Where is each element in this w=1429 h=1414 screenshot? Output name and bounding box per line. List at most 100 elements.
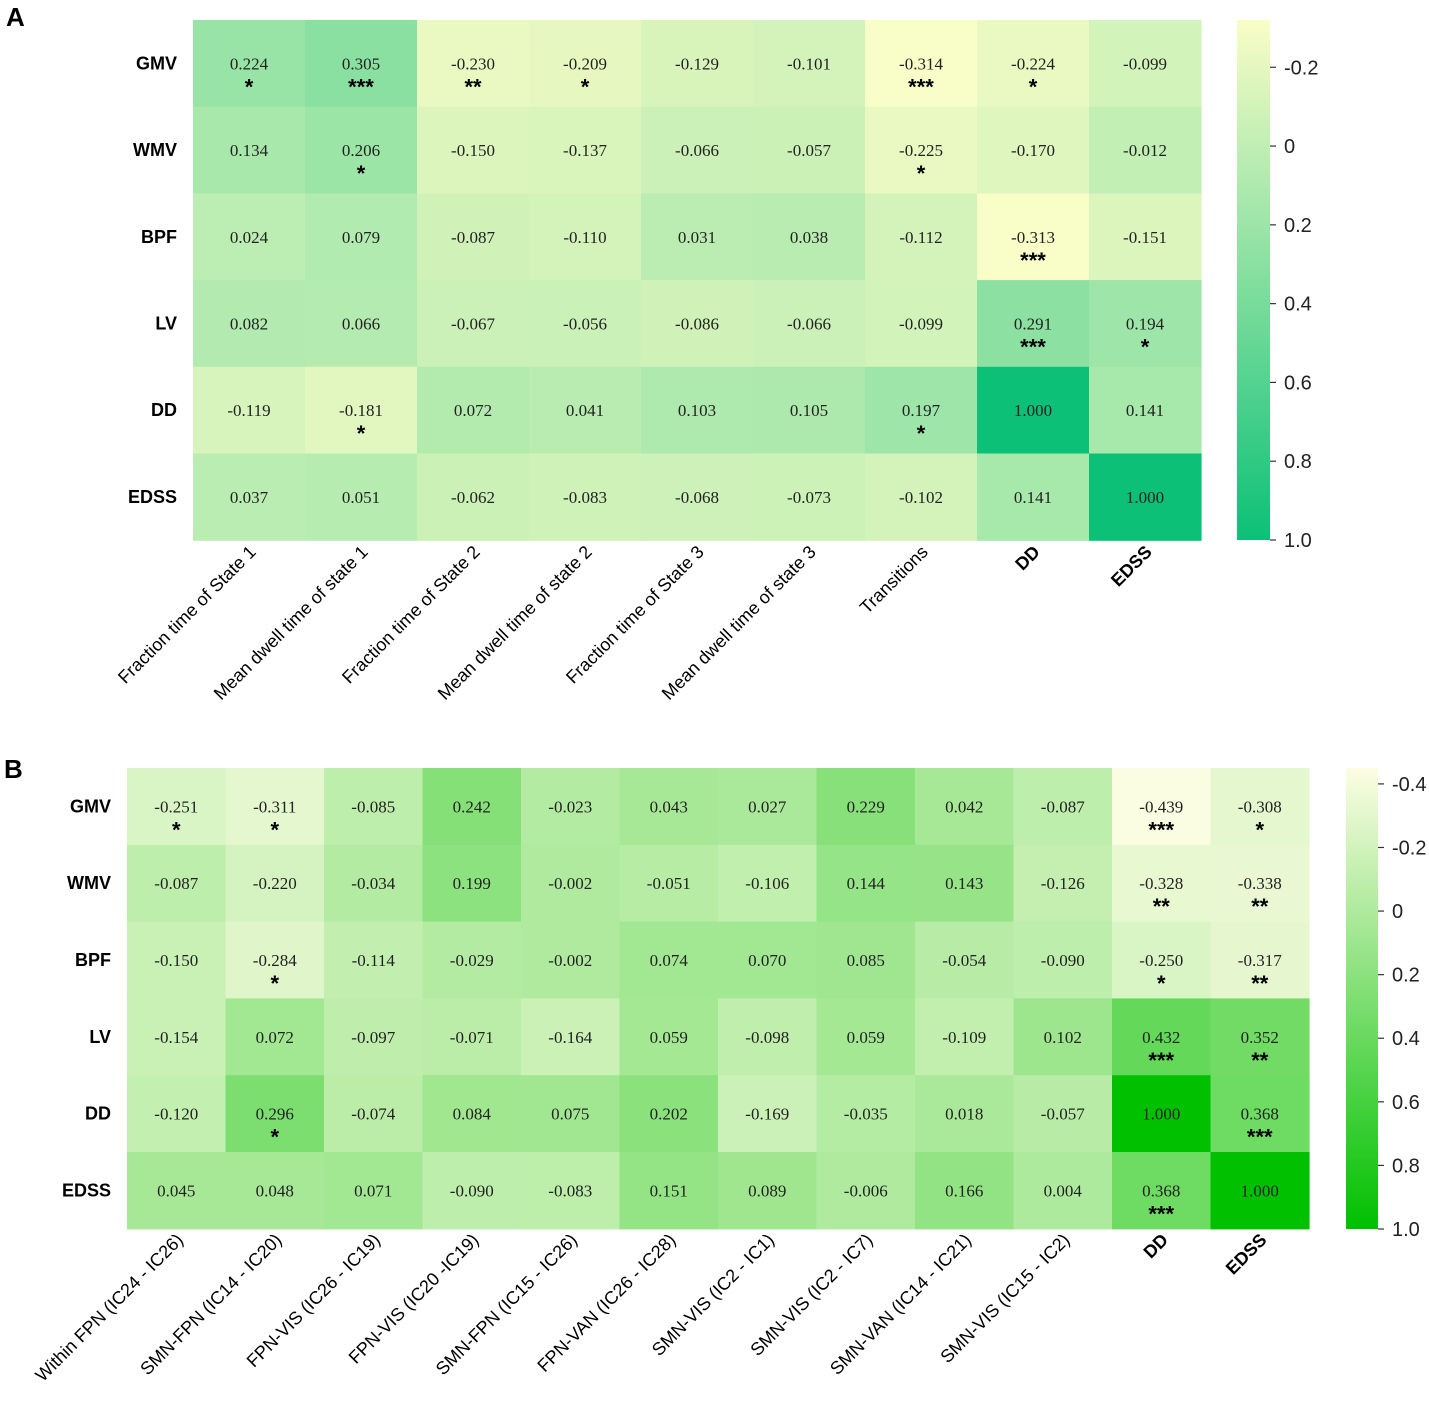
significance-marker: * xyxy=(357,161,366,186)
heatmap-cell xyxy=(324,1075,424,1153)
row-label: LV xyxy=(155,313,177,333)
cell-value-label: 0.031 xyxy=(678,228,716,247)
heatmap-cell xyxy=(127,921,227,999)
significance-marker: * xyxy=(172,817,181,842)
row-label: WMV xyxy=(133,140,177,160)
heatmap-cell xyxy=(417,280,530,368)
heatmap-cell xyxy=(1013,1075,1113,1153)
heatmap-cell xyxy=(127,844,227,923)
cell-value-label: 0.072 xyxy=(454,401,492,420)
row-label: WMV xyxy=(67,873,111,893)
cell-value-label: -0.170 xyxy=(1011,141,1055,160)
heatmap-cell xyxy=(324,1152,424,1230)
heatmap-cell xyxy=(127,1075,227,1153)
heatmap-cell xyxy=(305,193,418,281)
heatmap-cell xyxy=(529,106,642,194)
colorbar-tick-label: 0.8 xyxy=(1392,1155,1420,1177)
heatmap-cell xyxy=(641,280,754,368)
significance-marker: ** xyxy=(1251,971,1269,996)
cell-value-label: -0.151 xyxy=(1123,228,1167,247)
heatmap-cell xyxy=(619,998,719,1076)
cell-value-label: -0.023 xyxy=(548,797,592,816)
colorbar-tick-label: -0.2 xyxy=(1392,837,1426,859)
heatmap-cell xyxy=(619,1075,719,1153)
heatmap-cell xyxy=(816,921,916,999)
heatmap-cell xyxy=(521,844,621,923)
cell-value-label: 0.024 xyxy=(230,228,269,247)
cell-value-label: -0.225 xyxy=(899,141,943,160)
cell-value-label: -0.328 xyxy=(1139,874,1183,893)
heatmap-cell xyxy=(641,106,754,194)
heatmap-cell xyxy=(1210,844,1310,923)
heatmap-cell xyxy=(865,20,978,108)
colorbar-tick-label: 1.0 xyxy=(1284,530,1312,552)
cell-value-label: 0.018 xyxy=(945,1105,983,1124)
cell-value-label: 0.041 xyxy=(566,401,604,420)
cell-value-label: -0.074 xyxy=(351,1105,395,1124)
heatmap-cell xyxy=(422,1075,522,1153)
cell-value-label: 0.085 xyxy=(847,951,885,970)
cell-value-label: -0.090 xyxy=(1041,951,1085,970)
heatmap-cell xyxy=(1089,20,1202,108)
significance-marker: * xyxy=(917,421,926,446)
cell-value-label: -0.119 xyxy=(227,401,270,420)
heatmap-cell xyxy=(225,1152,325,1230)
cell-value-label: -0.035 xyxy=(844,1105,888,1124)
row-label: EDSS xyxy=(62,1180,111,1200)
cell-value-label: -0.181 xyxy=(339,401,383,420)
cell-value-label: -0.087 xyxy=(1041,797,1085,816)
heatmap-cell xyxy=(521,1075,621,1153)
cell-value-label: -0.284 xyxy=(253,951,297,970)
significance-marker: * xyxy=(270,817,279,842)
heatmap-cell xyxy=(1210,1075,1310,1153)
heatmap-cell xyxy=(521,1152,621,1230)
cell-value-label: 0.037 xyxy=(230,488,269,507)
heatmap-cell xyxy=(193,366,306,455)
heatmap-cell xyxy=(417,193,530,281)
colorbar-tick-label: 1.0 xyxy=(1392,1219,1420,1241)
cell-value-label: 0.042 xyxy=(945,797,983,816)
cell-value-label: -0.164 xyxy=(548,1028,592,1047)
heatmap-cell xyxy=(305,106,418,194)
cell-value-label: 0.229 xyxy=(847,797,885,816)
cell-value-label: 0.305 xyxy=(342,54,380,73)
significance-marker: *** xyxy=(1020,248,1046,273)
cell-value-label: -0.311 xyxy=(253,797,296,816)
cell-value-label: -0.054 xyxy=(942,951,986,970)
heatmap-cell xyxy=(753,453,866,541)
heatmap-cell xyxy=(225,768,325,846)
cell-value-label: -0.087 xyxy=(154,874,198,893)
column-label: EDSS xyxy=(1222,1230,1271,1279)
cell-value-label: 0.197 xyxy=(902,401,941,420)
cell-value-label: -0.109 xyxy=(942,1028,986,1047)
colorbar-tick-label: 0.2 xyxy=(1392,965,1420,987)
cell-value-label: 0.194 xyxy=(1126,314,1165,333)
row-label: LV xyxy=(89,1027,111,1047)
colorbar-tick-label: 0.4 xyxy=(1284,294,1312,316)
significance-marker: ** xyxy=(464,74,482,99)
heatmap-cell xyxy=(422,844,522,923)
heatmap-cell xyxy=(816,1152,916,1230)
cell-value-label: -0.012 xyxy=(1123,141,1167,160)
cell-value-label: -0.002 xyxy=(548,874,592,893)
significance-marker: * xyxy=(1255,817,1264,842)
heatmap-cell xyxy=(529,366,642,455)
cell-value-label: -0.071 xyxy=(450,1028,494,1047)
heatmap-cell xyxy=(193,453,306,541)
heatmap-cell xyxy=(816,1075,916,1153)
cell-value-label: -0.129 xyxy=(675,54,719,73)
cell-value-label: -0.097 xyxy=(351,1028,395,1047)
cell-value-label: 0.048 xyxy=(256,1181,294,1200)
heatmap-cell xyxy=(619,921,719,999)
cell-value-label: -0.169 xyxy=(745,1105,789,1124)
cell-value-label: -0.067 xyxy=(451,314,495,333)
colorbar-tick-label: 0 xyxy=(1284,136,1295,158)
row-label: GMV xyxy=(70,796,111,816)
heatmap-cell xyxy=(225,1075,325,1153)
cell-value-label: 0.206 xyxy=(342,141,380,160)
cell-value-label: 0.051 xyxy=(342,488,380,507)
column-label: DD xyxy=(1140,1230,1173,1263)
significance-marker: ** xyxy=(1153,894,1171,919)
heatmap-cell xyxy=(718,1152,818,1230)
